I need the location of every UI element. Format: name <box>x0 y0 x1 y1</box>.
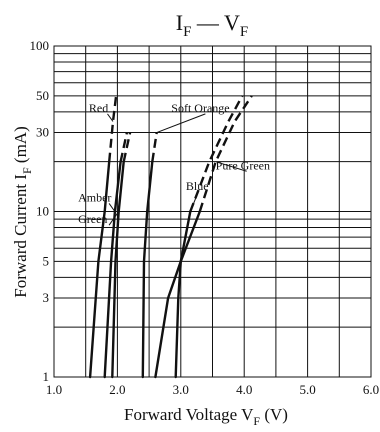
series-label-blue: Blue <box>186 179 209 193</box>
leader-blue <box>189 191 199 212</box>
curve-blue-dashed <box>189 95 244 212</box>
y-tick-label: 100 <box>30 38 50 53</box>
x-tick-label: 2.0 <box>109 382 125 397</box>
curve-pure-green-solid <box>154 210 201 379</box>
series-label-soft-orange: Soft Orange <box>171 101 229 115</box>
series-label-pure-green: Pure Green <box>216 158 270 172</box>
plot-frame <box>53 45 372 378</box>
curve-soft-orange-solid <box>141 160 154 379</box>
curve-red-dashed <box>108 95 118 162</box>
series-label-green: Green <box>78 212 107 226</box>
leader-pure-green <box>215 161 247 172</box>
x-tick-label: 4.0 <box>236 382 252 397</box>
curve-pure-green-dashed <box>198 95 253 212</box>
y-tick-label: 30 <box>36 125 49 140</box>
leader-amber <box>108 203 116 212</box>
curve-amber-dashed <box>119 132 129 162</box>
leader-green <box>108 211 120 226</box>
curve-red-solid <box>88 160 111 379</box>
label-layer: Red Amber Green Soft Orange Blue Pure Green <box>78 101 270 226</box>
series-label-amber: Amber <box>78 190 111 204</box>
grid-layer <box>53 45 372 378</box>
chart-title: IF — VF <box>176 10 249 40</box>
curve-amber-solid <box>103 160 122 379</box>
y-tick-label: 1 <box>43 369 50 384</box>
curve-layer <box>88 95 253 379</box>
curve-soft-orange-dashed <box>151 132 158 162</box>
x-tick-label: 5.0 <box>299 382 315 397</box>
curve-blue-solid <box>174 210 192 379</box>
x-tick-label: 3.0 <box>173 382 189 397</box>
series-label-red: Red <box>89 101 108 115</box>
leader-red <box>107 113 114 122</box>
y-axis-title: Forward Current IF (mA) <box>11 126 34 297</box>
y-tick-label: 10 <box>36 204 49 219</box>
curve-green-solid <box>111 160 125 379</box>
x-axis-title: Forward Voltage VF (V) <box>124 405 288 428</box>
y-tick-label: 50 <box>36 88 49 103</box>
y-tick-label: 5 <box>43 253 50 268</box>
curve-green-dashed <box>122 132 132 162</box>
leader-soft-orange <box>156 113 206 134</box>
tick-layer: 1.0 2.0 3.0 4.0 5.0 6.0 1 3 5 10 30 50 100 <box>30 38 380 397</box>
x-tick-label: 6.0 <box>363 382 379 397</box>
y-tick-label: 3 <box>43 290 50 305</box>
x-tick-label: 1.0 <box>46 382 62 397</box>
